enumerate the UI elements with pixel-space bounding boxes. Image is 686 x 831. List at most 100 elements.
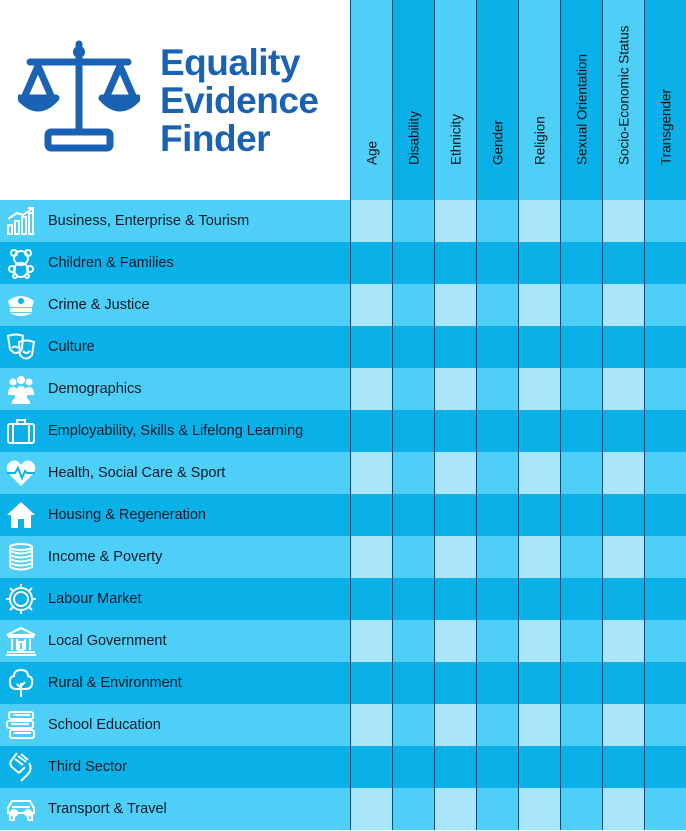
grid-cell[interactable] (644, 368, 686, 410)
grid-cell[interactable] (434, 536, 476, 578)
topic-row-crime-justice[interactable]: Crime & Justice (0, 284, 350, 326)
topic-row-rural-environment[interactable]: Rural & Environment (0, 662, 350, 704)
column-header-religion[interactable]: Religion (518, 0, 560, 200)
grid-cell[interactable] (560, 242, 602, 284)
grid-cell[interactable] (392, 536, 434, 578)
topic-row-transport-travel[interactable]: Transport & Travel (0, 788, 350, 830)
grid-cell[interactable] (476, 368, 518, 410)
grid-cell[interactable] (476, 662, 518, 704)
grid-cell[interactable] (560, 326, 602, 368)
grid-cell[interactable] (476, 284, 518, 326)
grid-cell[interactable] (560, 410, 602, 452)
grid-cell[interactable] (476, 578, 518, 620)
grid-cell[interactable] (350, 368, 392, 410)
grid-cell[interactable] (476, 200, 518, 242)
grid-cell[interactable] (392, 704, 434, 746)
grid-cell[interactable] (560, 620, 602, 662)
grid-cell[interactable] (476, 410, 518, 452)
column-header-gender[interactable]: Gender (476, 0, 518, 200)
topic-row-employability-skills-lifelong-learning[interactable]: Employability, Skills & Lifelong Learnin… (0, 410, 350, 452)
grid-cell[interactable] (392, 242, 434, 284)
grid-cell[interactable] (518, 452, 560, 494)
grid-cell[interactable] (392, 284, 434, 326)
grid-cell[interactable] (518, 578, 560, 620)
grid-cell[interactable] (602, 284, 644, 326)
grid-cell[interactable] (644, 662, 686, 704)
grid-cell[interactable] (434, 494, 476, 536)
grid-cell[interactable] (434, 368, 476, 410)
grid-cell[interactable] (602, 200, 644, 242)
grid-cell[interactable] (644, 494, 686, 536)
grid-cell[interactable] (644, 242, 686, 284)
topic-row-labour-market[interactable]: Labour Market (0, 578, 350, 620)
grid-cell[interactable] (392, 578, 434, 620)
grid-cell[interactable] (434, 746, 476, 788)
grid-cell[interactable] (476, 242, 518, 284)
grid-cell[interactable] (434, 284, 476, 326)
grid-cell[interactable] (434, 242, 476, 284)
grid-cell[interactable] (644, 452, 686, 494)
grid-cell[interactable] (602, 536, 644, 578)
grid-cell[interactable] (644, 704, 686, 746)
column-header-disability[interactable]: Disability (392, 0, 434, 200)
topic-row-culture[interactable]: Culture (0, 326, 350, 368)
grid-cell[interactable] (644, 620, 686, 662)
grid-cell[interactable] (518, 536, 560, 578)
grid-cell[interactable] (350, 788, 392, 830)
column-header-socio-economic-status[interactable]: Socio-Economic Status (602, 0, 644, 200)
grid-cell[interactable] (518, 704, 560, 746)
grid-cell[interactable] (350, 326, 392, 368)
grid-cell[interactable] (476, 746, 518, 788)
grid-cell[interactable] (644, 578, 686, 620)
grid-cell[interactable] (350, 494, 392, 536)
grid-cell[interactable] (644, 200, 686, 242)
grid-cell[interactable] (476, 620, 518, 662)
grid-cell[interactable] (392, 662, 434, 704)
grid-cell[interactable] (560, 284, 602, 326)
grid-cell[interactable] (350, 284, 392, 326)
grid-cell[interactable] (644, 284, 686, 326)
topic-row-local-government[interactable]: Local Government (0, 620, 350, 662)
grid-cell[interactable] (350, 242, 392, 284)
grid-cell[interactable] (560, 788, 602, 830)
grid-cell[interactable] (560, 704, 602, 746)
grid-cell[interactable] (476, 536, 518, 578)
grid-cell[interactable] (560, 662, 602, 704)
grid-cell[interactable] (518, 200, 560, 242)
grid-cell[interactable] (518, 284, 560, 326)
column-header-age[interactable]: Age (350, 0, 392, 200)
grid-cell[interactable] (644, 536, 686, 578)
grid-cell[interactable] (434, 578, 476, 620)
grid-cell[interactable] (434, 788, 476, 830)
grid-cell[interactable] (434, 410, 476, 452)
grid-cell[interactable] (602, 242, 644, 284)
topic-row-demographics[interactable]: Demographics (0, 368, 350, 410)
topic-row-housing-regeneration[interactable]: Housing & Regeneration (0, 494, 350, 536)
column-header-ethnicity[interactable]: Ethnicity (434, 0, 476, 200)
grid-cell[interactable] (350, 620, 392, 662)
grid-cell[interactable] (518, 662, 560, 704)
topic-row-health-social-care-sport[interactable]: Health, Social Care & Sport (0, 452, 350, 494)
grid-cell[interactable] (518, 326, 560, 368)
grid-cell[interactable] (392, 410, 434, 452)
grid-cell[interactable] (602, 578, 644, 620)
grid-cell[interactable] (560, 368, 602, 410)
grid-cell[interactable] (560, 746, 602, 788)
grid-cell[interactable] (392, 452, 434, 494)
grid-cell[interactable] (434, 326, 476, 368)
grid-cell[interactable] (350, 200, 392, 242)
grid-cell[interactable] (476, 452, 518, 494)
grid-cell[interactable] (476, 704, 518, 746)
grid-cell[interactable] (392, 200, 434, 242)
grid-cell[interactable] (518, 746, 560, 788)
topic-row-income-poverty[interactable]: Income & Poverty (0, 536, 350, 578)
grid-cell[interactable] (644, 746, 686, 788)
grid-cell[interactable] (518, 368, 560, 410)
grid-cell[interactable] (602, 326, 644, 368)
grid-cell[interactable] (350, 746, 392, 788)
grid-cell[interactable] (350, 536, 392, 578)
grid-cell[interactable] (434, 662, 476, 704)
grid-cell[interactable] (392, 368, 434, 410)
logo[interactable]: Equality Evidence Finder (0, 0, 350, 200)
grid-cell[interactable] (518, 410, 560, 452)
